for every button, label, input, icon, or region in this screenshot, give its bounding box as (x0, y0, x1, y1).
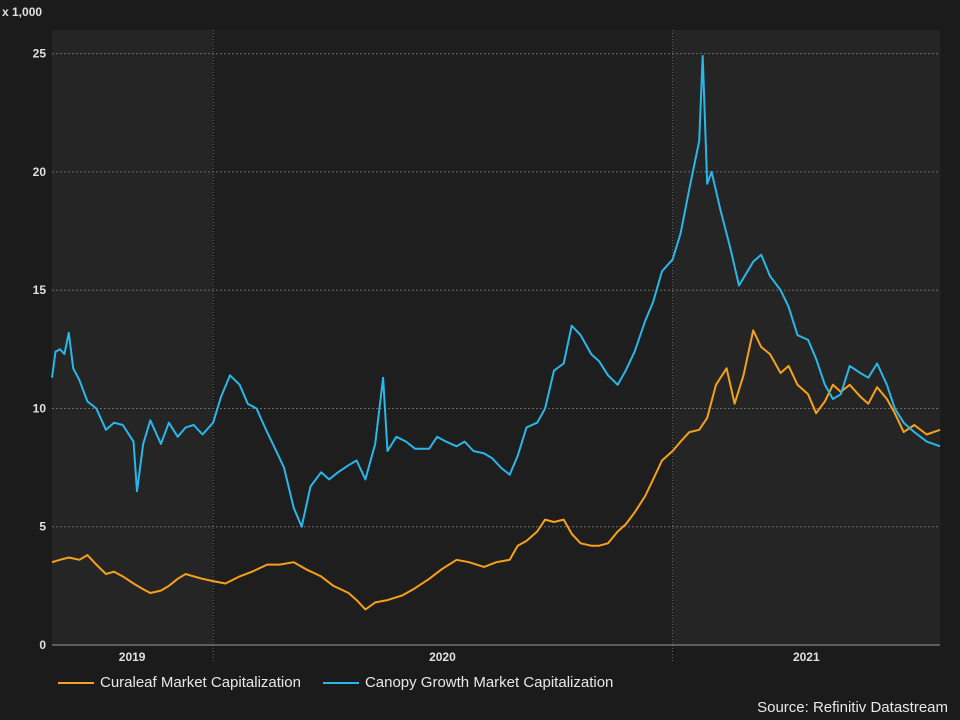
year-band (213, 30, 672, 645)
y-tick-label: 5 (39, 520, 46, 534)
year-band (672, 30, 940, 645)
legend: Curaleaf Market Capitalization Canopy Gr… (58, 674, 613, 691)
y-tick-label: 20 (33, 165, 47, 179)
legend-label-canopy: Canopy Growth Market Capitalization (364, 674, 614, 691)
x-tick-label: 2019 (119, 650, 146, 664)
grid-lines (52, 53, 940, 646)
legend-label-curaleaf: Curaleaf Market Capitalization (100, 674, 301, 691)
legend-item-curaleaf[interactable]: Curaleaf Market Capitalization (58, 674, 301, 691)
x-tick-label: 2020 (429, 650, 456, 664)
y-tick-label: 25 (33, 47, 47, 61)
legend-item-canopy[interactable]: Canopy Growth Market Capitalization (322, 674, 614, 691)
year-bands (52, 30, 940, 663)
x-axis-ticks: 2019 2020 2021 (119, 650, 820, 664)
y-tick-label: 15 (33, 283, 47, 297)
y-unit-label: x 1,000 (2, 5, 42, 19)
series-lines (51, 55, 941, 611)
legend-swatch-curaleaf (58, 681, 94, 684)
year-band (52, 30, 213, 645)
series-line-0 (51, 329, 941, 611)
series-line-1 (51, 55, 941, 528)
y-tick-label: 0 (39, 638, 46, 652)
source-note: Source: Refinitiv Datastream (757, 699, 948, 716)
y-tick-label: 10 (33, 401, 47, 415)
y-axis-ticks: 0 5 10 15 20 25 (33, 47, 47, 652)
x-tick-label: 2021 (793, 650, 820, 664)
legend-swatch-canopy (322, 681, 359, 684)
